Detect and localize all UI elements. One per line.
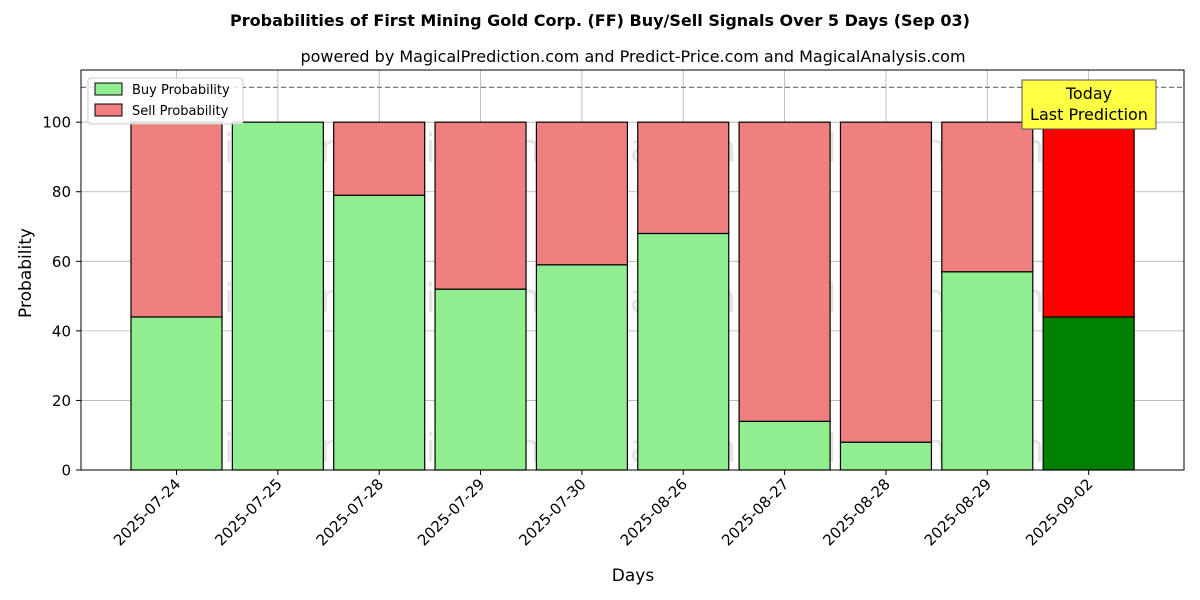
- bar-buy-2025-08-29: [941, 271, 1034, 471]
- bar-sell-2025-09-02: [1042, 121, 1135, 318]
- x-tick-label: 2025-08-28: [819, 475, 893, 549]
- x-tick-label: 2025-08-29: [921, 475, 995, 549]
- chart-subtitle: powered by MagicalPrediction.com and Pre…: [300, 47, 965, 66]
- x-tick-label: 2025-07-24: [110, 475, 184, 549]
- bar-sell-2025-08-27: [738, 121, 831, 422]
- bar-buy-2025-07-30: [535, 264, 629, 471]
- x-tick-label: 2025-07-28: [313, 475, 387, 549]
- y-axis-label: Probability: [16, 228, 36, 318]
- legend: Buy Probability Sell Probability: [87, 77, 244, 125]
- y-tick-label: 0: [61, 462, 71, 480]
- today-annotation-line2: Last Prediction: [1030, 105, 1148, 124]
- legend-swatch-buy: [94, 82, 123, 96]
- bar-buy-2025-07-25: [231, 121, 324, 471]
- bar-sell-2025-07-30: [535, 121, 629, 266]
- x-tick-label: 2025-08-26: [617, 475, 691, 549]
- y-tick-label: 40: [52, 322, 71, 340]
- bar-sell-2025-08-29: [941, 121, 1034, 273]
- x-tick-label: 2025-08-27: [718, 475, 792, 549]
- bar-sell-2025-07-28: [333, 121, 426, 196]
- legend-label-sell: Sell Probability: [132, 104, 229, 119]
- bar-sell-2025-07-24: [130, 121, 223, 318]
- x-axis-label: Days: [612, 566, 655, 586]
- today-annotation-box: [1021, 79, 1157, 130]
- today-annotation: Today Last Prediction: [1021, 79, 1157, 130]
- y-tick-label: 20: [52, 392, 71, 410]
- legend-label-buy: Buy Probability: [132, 83, 230, 98]
- x-tick-label: 2025-07-30: [515, 475, 589, 549]
- bar-buy-2025-07-24: [130, 316, 223, 471]
- bar-buy-2025-08-26: [637, 232, 730, 471]
- bar-sell-2025-07-29: [434, 121, 527, 290]
- bar-sell-2025-08-28: [839, 121, 933, 443]
- x-tick-label: 2025-07-25: [211, 475, 285, 549]
- legend-swatch-sell: [94, 103, 123, 117]
- today-annotation-line1: Today: [1065, 84, 1112, 103]
- y-tick-label: 100: [42, 114, 71, 132]
- bars-layer: [130, 121, 1135, 471]
- bar-sell-2025-08-26: [637, 121, 730, 235]
- bar-buy-2025-08-27: [738, 420, 831, 471]
- bar-buy-2025-07-28: [333, 194, 426, 471]
- y-tick-label: 80: [52, 183, 71, 201]
- chart-title: Probabilities of First Mining Gold Corp.…: [230, 11, 970, 30]
- x-tick-label: 2025-09-02: [1022, 475, 1096, 549]
- bar-buy-2025-08-28: [839, 441, 933, 471]
- legend-frame: [87, 77, 244, 125]
- plot-frame: [80, 69, 1185, 471]
- bar-buy-2025-09-02: [1042, 316, 1135, 471]
- y-tick-label: 60: [52, 253, 71, 271]
- x-tick-label: 2025-07-29: [414, 475, 488, 549]
- bar-buy-2025-07-29: [434, 288, 527, 471]
